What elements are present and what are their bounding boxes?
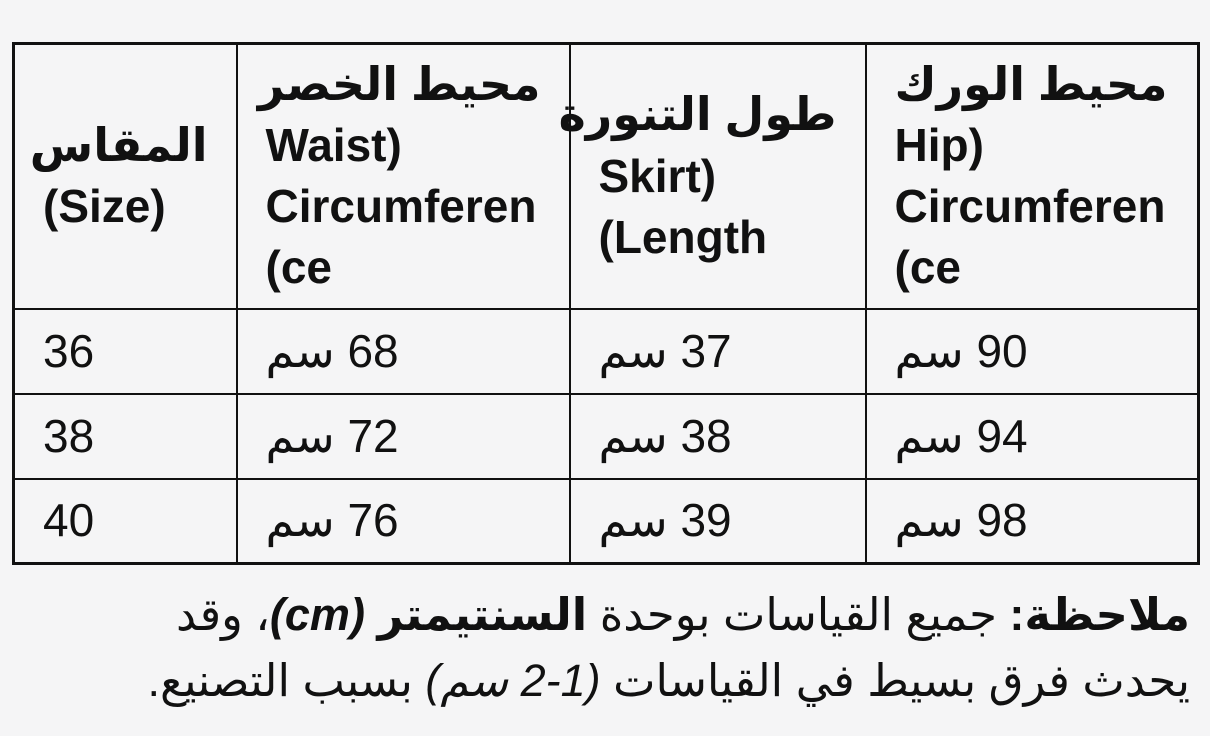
header-size: المقاس (Size) (12, 42, 238, 310)
note-label: ملاحظة: (1009, 589, 1190, 640)
size-chart-table: المقاس (Size) محيط الخصر (Waist Circumfe… (12, 42, 1200, 565)
note-text: بسبب التصنيع. (147, 654, 426, 706)
header-waist-circumference: محيط الخصر (Waist Circumferen ce) (235, 42, 571, 310)
hip-value: 94 سم (864, 392, 1200, 480)
hip-value: 98 سم (864, 477, 1200, 565)
header-skirt-length: طول التنورة (Skirt Length) (559, 42, 867, 310)
waist-value: 72 سم (235, 392, 571, 480)
table-row: 40 76 سم 39 سم 98 سم (12, 477, 1200, 565)
size-value: 38 (12, 392, 238, 480)
note-text: ، وقد يحدث فرق بسيط في القياسات (176, 589, 1190, 706)
hip-value: 90 سم (864, 307, 1200, 395)
waist-value: 68 سم (235, 307, 571, 395)
note-unit-symbol: (cm) (269, 589, 378, 640)
waist-value: 76 سم (235, 477, 571, 565)
header-row: المقاس (Size) محيط الخصر (Waist Circumfe… (12, 42, 1200, 310)
measurement-note: ملاحظة: جميع القياسات بوحدة السنتيمتر (c… (55, 582, 1190, 713)
note-text: جميع القياسات بوحدة (587, 589, 1010, 640)
size-value: 40 (12, 477, 238, 565)
header-hip-circumference: محيط الورك (Hip Circumferen ce) (864, 42, 1200, 310)
skirt-length-value: 37 سم (568, 307, 867, 395)
table-row: 36 68 سم 37 سم 90 سم (12, 307, 1200, 395)
skirt-length-value: 38 سم (568, 392, 867, 480)
skirt-length-value: 39 سم (568, 477, 867, 565)
table-row: 38 72 سم 38 سم 94 سم (12, 392, 1200, 480)
note-unit-word: السنتيمتر (377, 589, 588, 640)
size-value: 36 (12, 307, 238, 395)
note-tolerance-range: (1-2 سم) (425, 654, 601, 706)
